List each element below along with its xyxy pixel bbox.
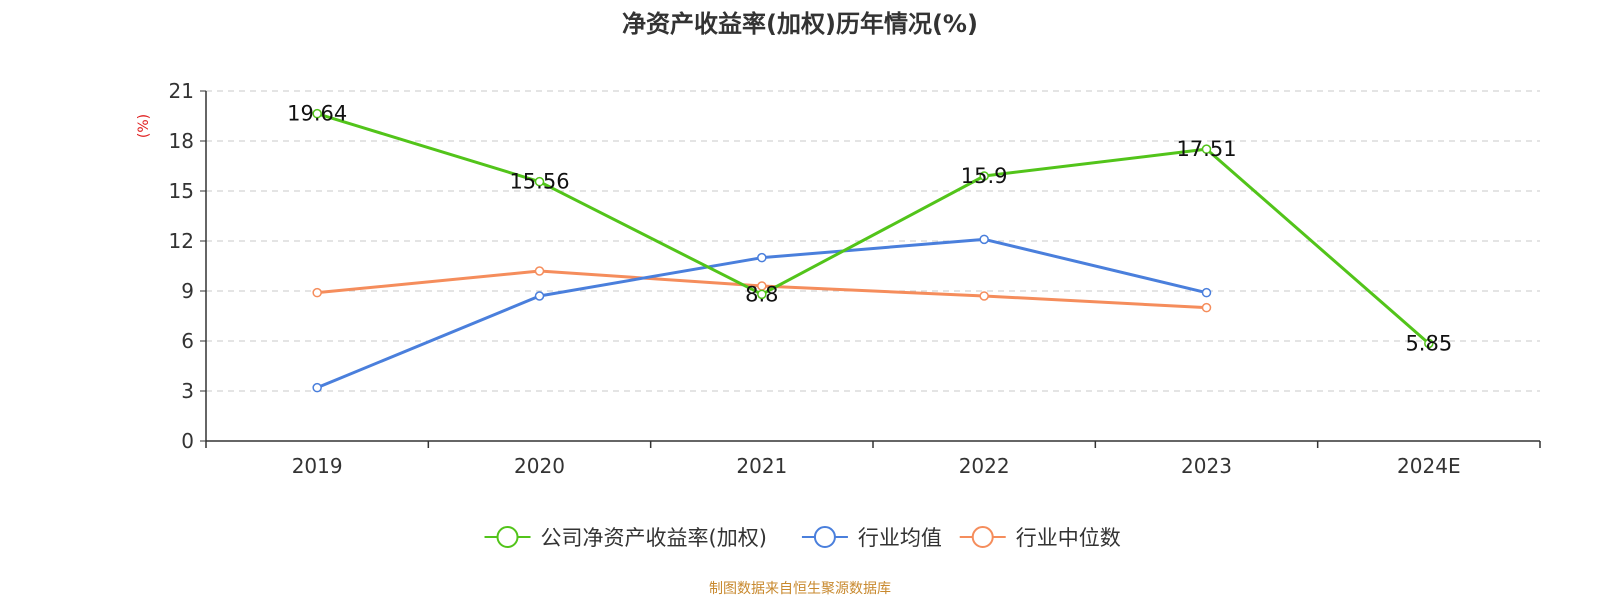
data-point [534, 291, 545, 301]
x-tick-label: 2023 [1181, 454, 1232, 478]
data-source-footer: 制图数据来自恒生聚源数据库 [709, 581, 891, 597]
data-label: 5.85 [1405, 332, 1452, 356]
y-tick-label: 6 [181, 329, 194, 353]
data-point [1201, 144, 1212, 154]
y-tick-label: 21 [169, 79, 194, 103]
x-tick-label: 2021 [736, 454, 787, 478]
data-label: 15.56 [509, 170, 569, 194]
y-axis-unit-label: (%) [136, 114, 152, 138]
legend-label: 行业均值 [858, 526, 942, 550]
y-tick-label: 0 [181, 429, 194, 453]
data-point [979, 171, 989, 181]
y-tick-label: 3 [181, 379, 194, 403]
x-tick-label: 2020 [514, 454, 565, 478]
data-point [757, 289, 767, 300]
data-label: 19.64 [287, 102, 347, 126]
legend-item[interactable]: 行业中位数 [959, 526, 1121, 550]
y-tick-label: 12 [169, 229, 194, 253]
legend-marker-icon [971, 526, 994, 548]
chart-title: 净资产收益率(加权)历年情况(%) [622, 10, 978, 38]
data-point [1201, 287, 1212, 298]
y-tick-label: 18 [169, 129, 194, 153]
legend-item[interactable]: 公司净资产收益率(加权) [484, 526, 767, 550]
x-tick-label: 2022 [959, 454, 1010, 478]
series-layer [312, 108, 1434, 393]
data-point [1201, 302, 1212, 313]
y-tick-label: 9 [181, 279, 194, 303]
data-point [312, 382, 322, 393]
data-point [312, 287, 322, 298]
grid-lines [206, 90, 1540, 392]
legend[interactable]: 公司净资产收益率(加权) 行业均值 行业中位数 [484, 526, 1121, 550]
data-label: 15.9 [961, 164, 1008, 188]
legend-marker-icon [496, 526, 519, 548]
axes: 0 3 6 9 12 15 18 21 2019 2020 2021 2022 2023 2024E [169, 79, 1541, 478]
data-point [757, 252, 767, 263]
legend-item[interactable]: 行业均值 [801, 526, 942, 550]
x-tick-label: 2024E [1397, 454, 1461, 478]
data-label: 17.51 [1176, 137, 1236, 161]
legend-label: 公司净资产收益率(加权) [541, 526, 767, 550]
data-labels-layer: 19.64 15.56 8.8 15.9 17.51 5.85 [287, 102, 1452, 356]
legend-label: 行业中位数 [1016, 526, 1121, 550]
data-point [534, 176, 545, 187]
data-label: 8.8 [745, 282, 778, 306]
data-point [979, 234, 989, 245]
series-line [316, 112, 1430, 345]
data-point [534, 266, 545, 276]
legend-marker-icon [813, 526, 836, 548]
x-tick-label: 2019 [292, 454, 343, 478]
data-point [979, 291, 989, 301]
y-tick-label: 15 [169, 179, 194, 203]
data-point [1424, 338, 1434, 349]
data-point [312, 108, 322, 119]
